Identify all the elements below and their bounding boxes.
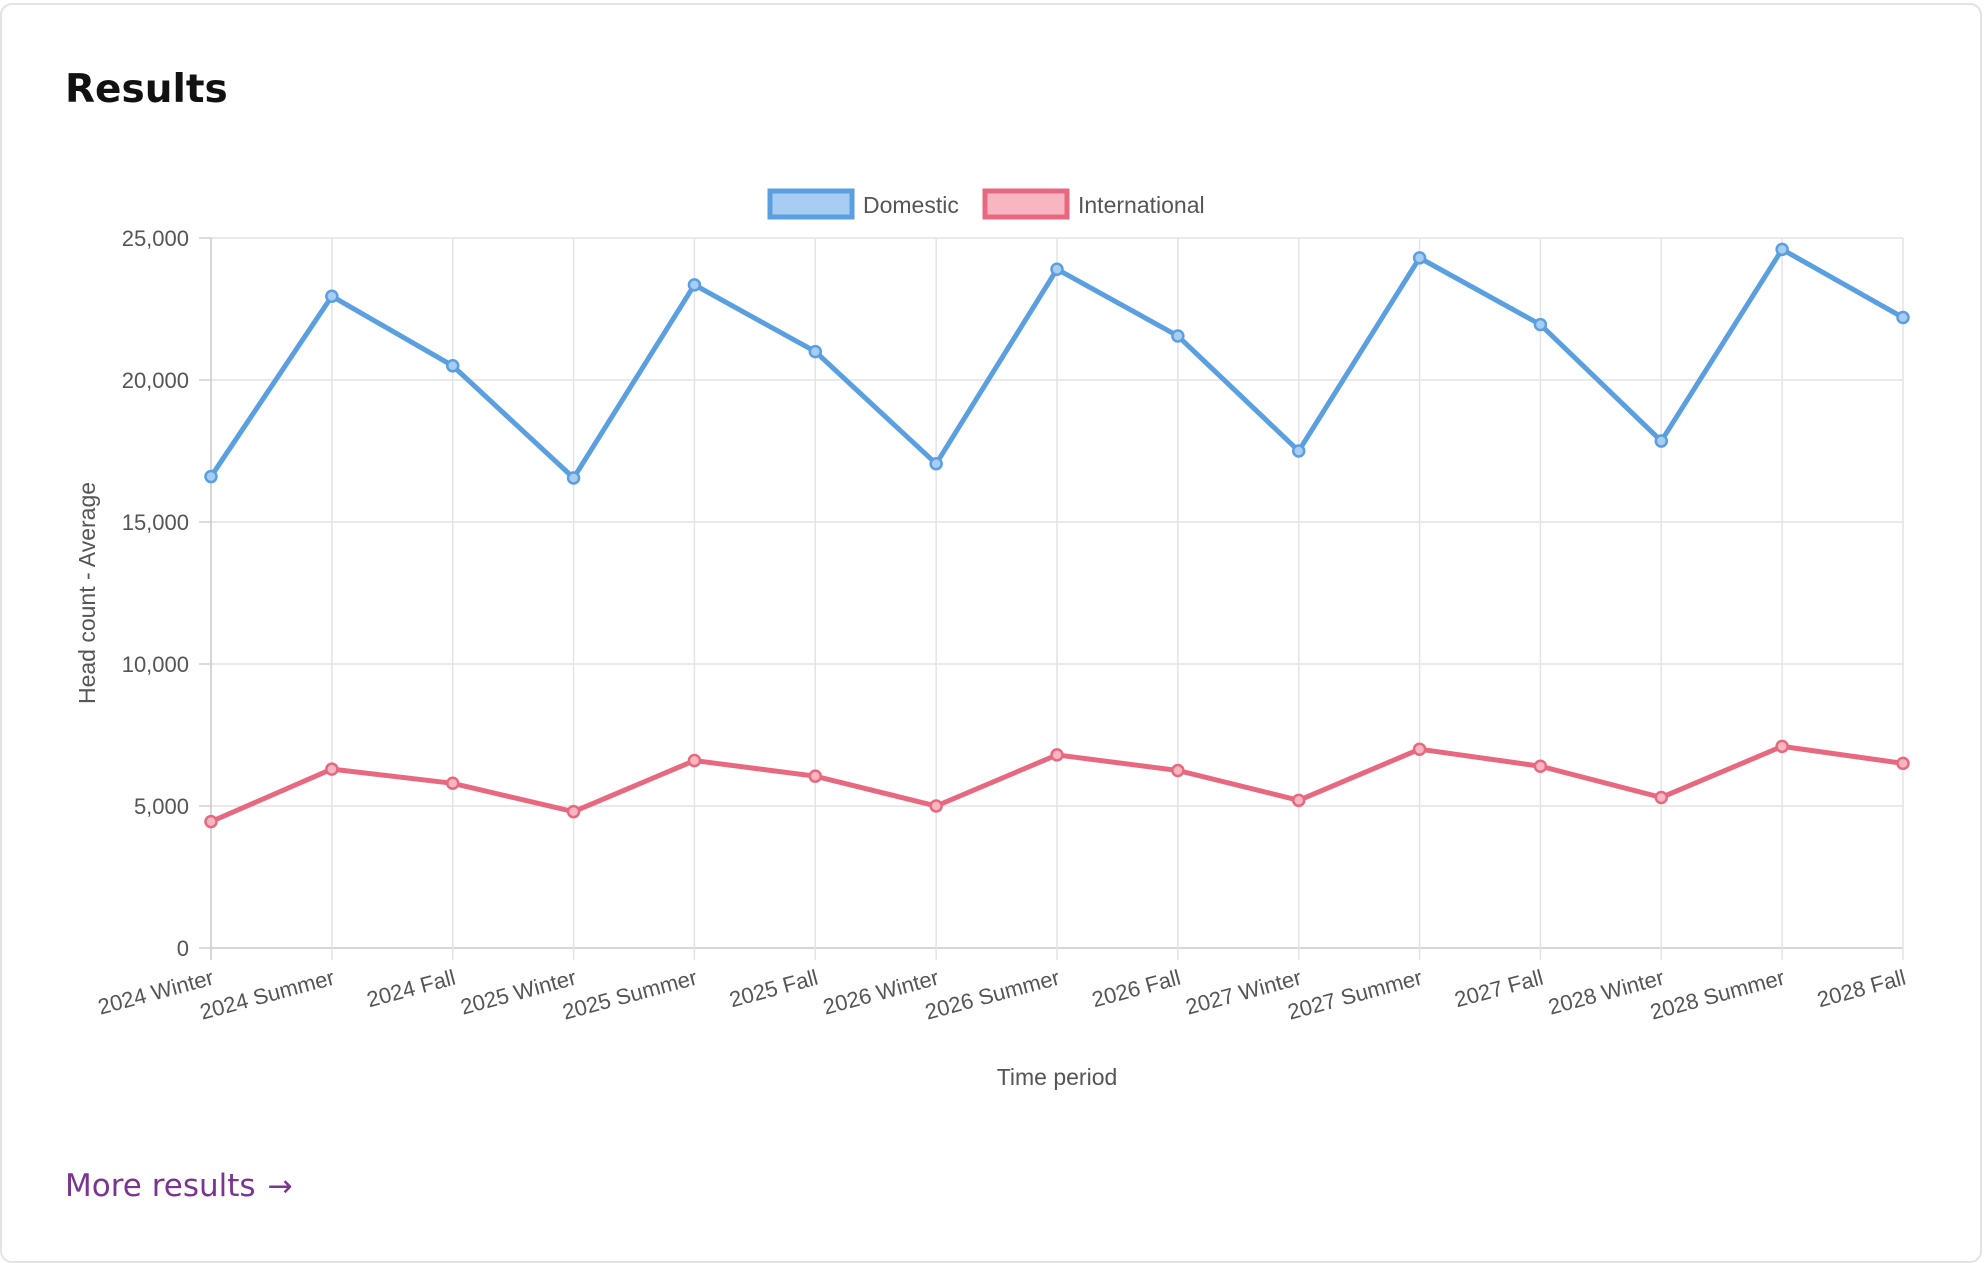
more-results-link[interactable]: More results → [65,1168,293,1204]
data-point[interactable] [687,278,702,292]
data-point[interactable] [1050,748,1064,762]
x-tick-label: 2026 Summer [922,965,1062,1025]
series-international [204,739,1910,829]
data-point[interactable] [1171,329,1185,343]
data-point[interactable] [204,814,218,829]
legend-swatch [982,188,1070,220]
y-tick-label: 0 [177,936,189,961]
legend-item-international[interactable]: International [982,188,1205,220]
data-point[interactable] [1291,444,1306,458]
data-point[interactable] [1775,739,1789,754]
legend-swatch [767,188,855,220]
x-tick-label: 2025 Winter [458,965,579,1020]
legend-item-domestic[interactable]: Domestic [767,188,959,220]
data-point[interactable] [1654,434,1669,448]
data-point[interactable] [929,799,943,813]
more-results-label: More results [65,1168,256,1204]
data-point[interactable] [204,469,218,484]
data-point[interactable] [1654,790,1669,805]
chart-axes: 0 5,000 10,000 15,000 20,000 25,000 2024 Winte… [95,226,1908,1025]
data-point[interactable] [566,471,581,485]
data-point[interactable] [325,762,339,776]
data-point[interactable] [325,289,339,303]
x-tick-label: 2027 Summer [1285,965,1425,1025]
x-tick-label: 2027 Winter [1183,965,1304,1020]
arrow-right-icon: → [267,1168,293,1204]
x-tick-label: 2024 Fall [364,965,458,1013]
x-tick-label: 2025 Summer [560,965,700,1025]
y-axis-title: Head count - Average [74,482,100,704]
legend-label: International [1078,192,1205,218]
x-axis-title: Time period [997,1064,1118,1090]
data-point[interactable] [1171,763,1185,778]
data-point[interactable] [929,457,943,471]
y-tick-label: 10,000 [122,652,189,677]
y-tick-label: 5,000 [134,794,189,819]
x-tick-label: 2028 Fall [1814,965,1908,1013]
y-tick-label: 25,000 [122,226,189,251]
grid-lines [210,237,1904,960]
x-tick-label: 2024 Summer [197,965,337,1025]
data-point[interactable] [566,804,581,819]
chart-series [204,242,1910,829]
x-tick-label: 2027 Fall [1452,965,1546,1013]
data-point[interactable] [445,359,460,373]
series-domestic [204,242,1910,485]
legend-label: Domestic [863,192,959,218]
data-point[interactable] [1412,742,1427,756]
data-point[interactable] [1896,310,1910,325]
x-tick-label: 2026 Winter [820,965,941,1020]
x-tick-label: 2028 Summer [1647,965,1787,1025]
data-point[interactable] [808,769,823,783]
x-tick-label: 2024 Winter [95,965,216,1020]
data-point[interactable] [1050,262,1064,276]
data-point[interactable] [808,344,823,359]
x-tick-label: 2026 Fall [1089,965,1183,1013]
data-point[interactable] [445,776,460,791]
data-point[interactable] [1896,756,1910,771]
data-point[interactable] [1291,793,1306,808]
line-chart: 0 5,000 10,000 15,000 20,000 25,000 2024 Winte… [74,188,1910,1090]
x-tick-label: 2025 Fall [727,965,821,1013]
data-point[interactable] [687,753,702,768]
data-point[interactable] [1775,242,1789,257]
data-point[interactable] [1533,759,1548,773]
data-point[interactable] [1412,251,1427,265]
chart-legend[interactable]: Domestic International [767,188,1205,220]
x-tick-label: 2028 Winter [1546,965,1667,1020]
y-tick-label: 20,000 [122,368,189,393]
data-point[interactable] [1533,317,1548,332]
page-title: Results [65,67,228,112]
y-tick-label: 15,000 [122,510,189,535]
